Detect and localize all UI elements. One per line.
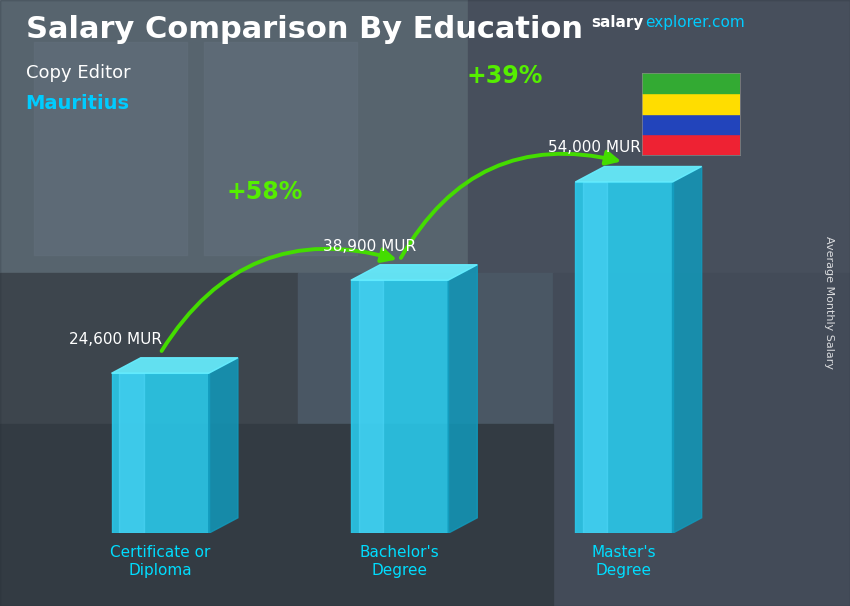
Text: Copy Editor: Copy Editor xyxy=(26,64,130,82)
Bar xyxy=(642,114,740,134)
Text: +39%: +39% xyxy=(466,64,542,88)
Bar xyxy=(642,134,740,155)
Bar xyxy=(642,73,740,93)
Polygon shape xyxy=(351,265,478,280)
Polygon shape xyxy=(672,167,702,533)
Bar xyxy=(0,424,552,606)
Text: explorer.com: explorer.com xyxy=(645,15,745,30)
Bar xyxy=(642,93,740,114)
Polygon shape xyxy=(575,167,702,182)
Bar xyxy=(583,182,608,533)
Bar xyxy=(552,273,850,606)
Bar xyxy=(359,280,383,533)
Bar xyxy=(204,42,357,255)
Bar xyxy=(34,42,187,255)
Text: +58%: +58% xyxy=(227,180,303,204)
Text: Certificate or
Diploma: Certificate or Diploma xyxy=(110,545,210,578)
Text: Salary Comparison By Education: Salary Comparison By Education xyxy=(26,15,582,44)
Bar xyxy=(119,373,144,533)
Bar xyxy=(298,273,552,424)
Bar xyxy=(0,0,468,273)
Text: 24,600 MUR: 24,600 MUR xyxy=(69,331,162,347)
Bar xyxy=(351,280,448,533)
Polygon shape xyxy=(209,358,238,533)
Bar xyxy=(575,182,672,533)
Polygon shape xyxy=(448,265,478,533)
Bar xyxy=(0,273,298,424)
Bar xyxy=(468,0,850,273)
Text: Average Monthly Salary: Average Monthly Salary xyxy=(824,236,834,370)
Text: 38,900 MUR: 38,900 MUR xyxy=(323,239,416,254)
Text: Master's
Degree: Master's Degree xyxy=(592,545,656,578)
Polygon shape xyxy=(111,358,238,373)
Bar xyxy=(111,373,209,533)
Text: salary: salary xyxy=(591,15,643,30)
Text: Mauritius: Mauritius xyxy=(26,94,129,113)
Text: 54,000 MUR: 54,000 MUR xyxy=(547,141,640,155)
Text: Bachelor's
Degree: Bachelor's Degree xyxy=(360,545,439,578)
